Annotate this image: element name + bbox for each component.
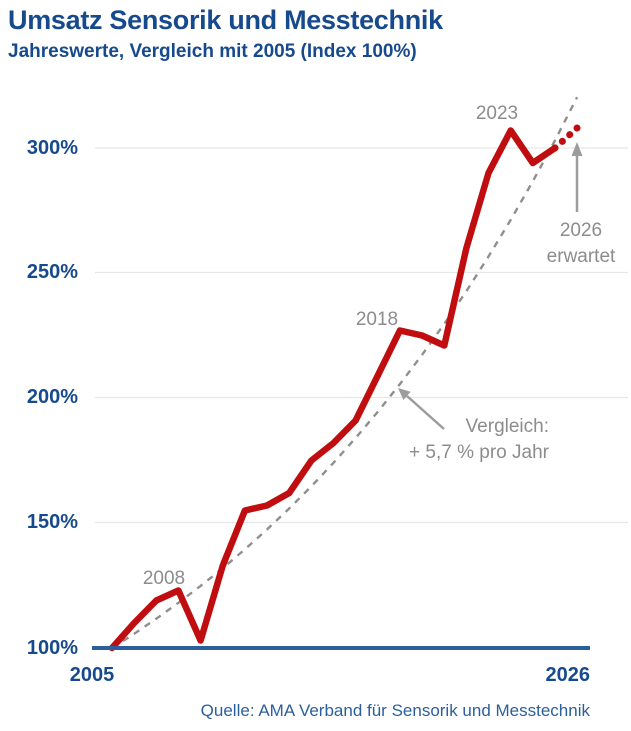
comparison-arrow-shaft — [406, 395, 445, 430]
ytick-200: 200% — [26, 386, 78, 408]
annotation-vergleich-line2: + 5,7 % pro Jahr — [409, 442, 549, 463]
source-note: Quelle: AMA Verband für Sensorik und Mes… — [200, 701, 590, 720]
xtick-2005: 2005 — [69, 664, 115, 686]
comparison-arrow-head — [398, 388, 411, 400]
ytick-250: 250% — [26, 261, 78, 283]
revenue-line — [108, 127, 559, 652]
annotation-2026-line1: 2026 — [559, 220, 603, 241]
gridlines — [95, 147, 628, 524]
annotation-2026-erwartet: 2026 erwartet — [531, 218, 631, 270]
ytick-100: 100% — [26, 637, 78, 659]
annotation-2018: 2018 — [355, 309, 399, 330]
revenue-forecast-dotted-line — [551, 124, 581, 152]
chart-title: Umsatz Sensorik und Messtechnik — [8, 5, 443, 35]
annotation-vergleich: Vergleich: + 5,7 % pro Jahr — [349, 414, 549, 466]
annotation-vergleich-line1: Vergleich: — [465, 416, 549, 437]
ytick-300: 300% — [26, 137, 78, 159]
annotation-2023: 2023 — [475, 103, 519, 124]
xtick-2026: 2026 — [545, 664, 591, 686]
ytick-150: 150% — [26, 511, 78, 533]
chart-subtitle: Jahreswerte, Vergleich mit 2005 (Index 1… — [8, 41, 417, 62]
forecast-arrow-head — [571, 142, 583, 156]
annotation-2008: 2008 — [142, 568, 186, 589]
comparison-arrow — [398, 388, 445, 430]
comparison-dashed-line — [111, 96, 579, 650]
forecast-arrow — [571, 142, 583, 212]
annotation-2026-line2: erwartet — [546, 246, 616, 267]
